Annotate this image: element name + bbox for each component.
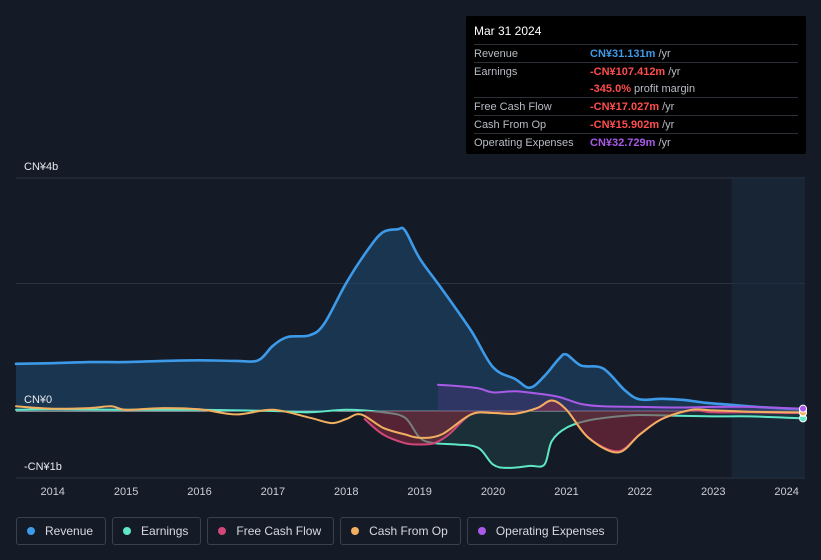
tooltip-unit: /yr (662, 100, 675, 113)
tooltip-label: Revenue (474, 47, 519, 60)
legend-label: Revenue (45, 524, 94, 538)
tooltip-value: -CN¥107.412m (590, 65, 666, 78)
tooltip-unit: /yr (668, 65, 681, 78)
legend-item-cash-from-op[interactable]: Cash From Op (340, 517, 461, 545)
legend-label: Operating Expenses (495, 524, 605, 538)
tooltip-panel: Mar 31 2024 Revenue CN¥31.131m /yr Earni… (466, 16, 806, 154)
tooltip-unit: profit margin (633, 82, 696, 95)
tooltip-value: -345.0% (590, 82, 631, 95)
tooltip-label: Operating Expenses (474, 136, 574, 149)
tooltip-row-profit-margin: -345.0% profit margin (474, 80, 798, 97)
tooltip-unit: /yr (662, 118, 675, 131)
tooltip-value: -CN¥17.027m (590, 100, 660, 113)
y-tick-label: -CN¥1b (24, 461, 62, 473)
tooltip-row-earnings: Earnings -CN¥107.412m /yr (474, 62, 798, 80)
x-tick-label: 2022 (628, 486, 652, 498)
x-tick-label: 2016 (187, 486, 211, 498)
tooltip-label: Free Cash Flow (474, 100, 552, 113)
legend-label: Free Cash Flow (236, 524, 322, 538)
x-tick-label: 2019 (407, 486, 431, 498)
free-cash-flow-area (364, 400, 805, 452)
tooltip-date: Mar 31 2024 (474, 24, 542, 38)
tooltip-row-revenue: Revenue CN¥31.131m /yr (474, 44, 798, 62)
series-layer (14, 226, 807, 469)
x-tick-label: 2020 (481, 486, 505, 498)
revenue-line (14, 226, 807, 411)
y-axis-labels: CN¥4b CN¥0 -CN¥1b (24, 161, 62, 473)
tooltip-unit: /yr (658, 47, 671, 60)
legend-item-earnings[interactable]: Earnings (112, 517, 202, 545)
free-cash-flow-dot-icon (218, 527, 227, 535)
operating-expenses-line (437, 383, 806, 410)
x-tick-label: 2024 (774, 486, 798, 498)
revenue-area (16, 227, 805, 411)
tooltip-value: CN¥32.729m (590, 136, 656, 149)
x-tick-label: 2014 (40, 486, 64, 498)
operating-expenses-marker (799, 404, 807, 413)
tooltip-row-cash-from-op: Cash From Op -CN¥15.902m /yr (474, 115, 798, 133)
chart: CN¥4b CN¥0 -CN¥1b 2014 2015 2016 2017 2018 2019… (14, 161, 807, 498)
legend-label: Cash From Op (369, 524, 448, 538)
tooltip-value: -CN¥15.902m (590, 118, 660, 131)
x-tick-label: 2015 (114, 486, 138, 498)
tooltip-row-free-cash-flow: Free Cash Flow -CN¥17.027m /yr (474, 97, 798, 115)
tooltip-unit: /yr (658, 136, 671, 149)
legend-item-operating-expenses[interactable]: Operating Expenses (466, 517, 618, 545)
x-tick-label: 2018 (334, 486, 358, 498)
y-tick-label: CN¥0 (24, 394, 52, 406)
x-axis-labels: 2014 2015 2016 2017 2018 2019 2020 2021 2022 2023… (40, 486, 798, 498)
tooltip-label: Cash From Op (474, 118, 547, 131)
legend-label: Earnings (141, 524, 189, 538)
legend-item-revenue[interactable]: Revenue (16, 517, 107, 545)
legend-item-free-cash-flow[interactable]: Free Cash Flow (207, 517, 335, 545)
y-tick-label: CN¥4b (24, 161, 58, 173)
tooltip-value: CN¥31.131m (590, 47, 656, 60)
x-tick-label: 2017 (261, 486, 285, 498)
tooltip-label: Earnings (474, 65, 518, 78)
cash-from-op-line (15, 399, 806, 454)
cash-from-op-dot-icon (351, 527, 360, 535)
chart-legend: Revenue Earnings Free Cash Flow Cash Fro… (16, 517, 618, 545)
x-tick-label: 2021 (554, 486, 578, 498)
operating-expenses-area (438, 384, 805, 411)
x-tick-label: 2023 (701, 486, 725, 498)
operating-expenses-dot-icon (477, 527, 486, 535)
earnings-dot-icon (123, 527, 132, 535)
revenue-dot-icon (27, 527, 35, 535)
forecast-shade (731, 178, 805, 478)
tooltip-row-operating-expenses: Operating Expenses CN¥32.729m /yr (474, 133, 798, 151)
hover-markers (799, 404, 807, 423)
